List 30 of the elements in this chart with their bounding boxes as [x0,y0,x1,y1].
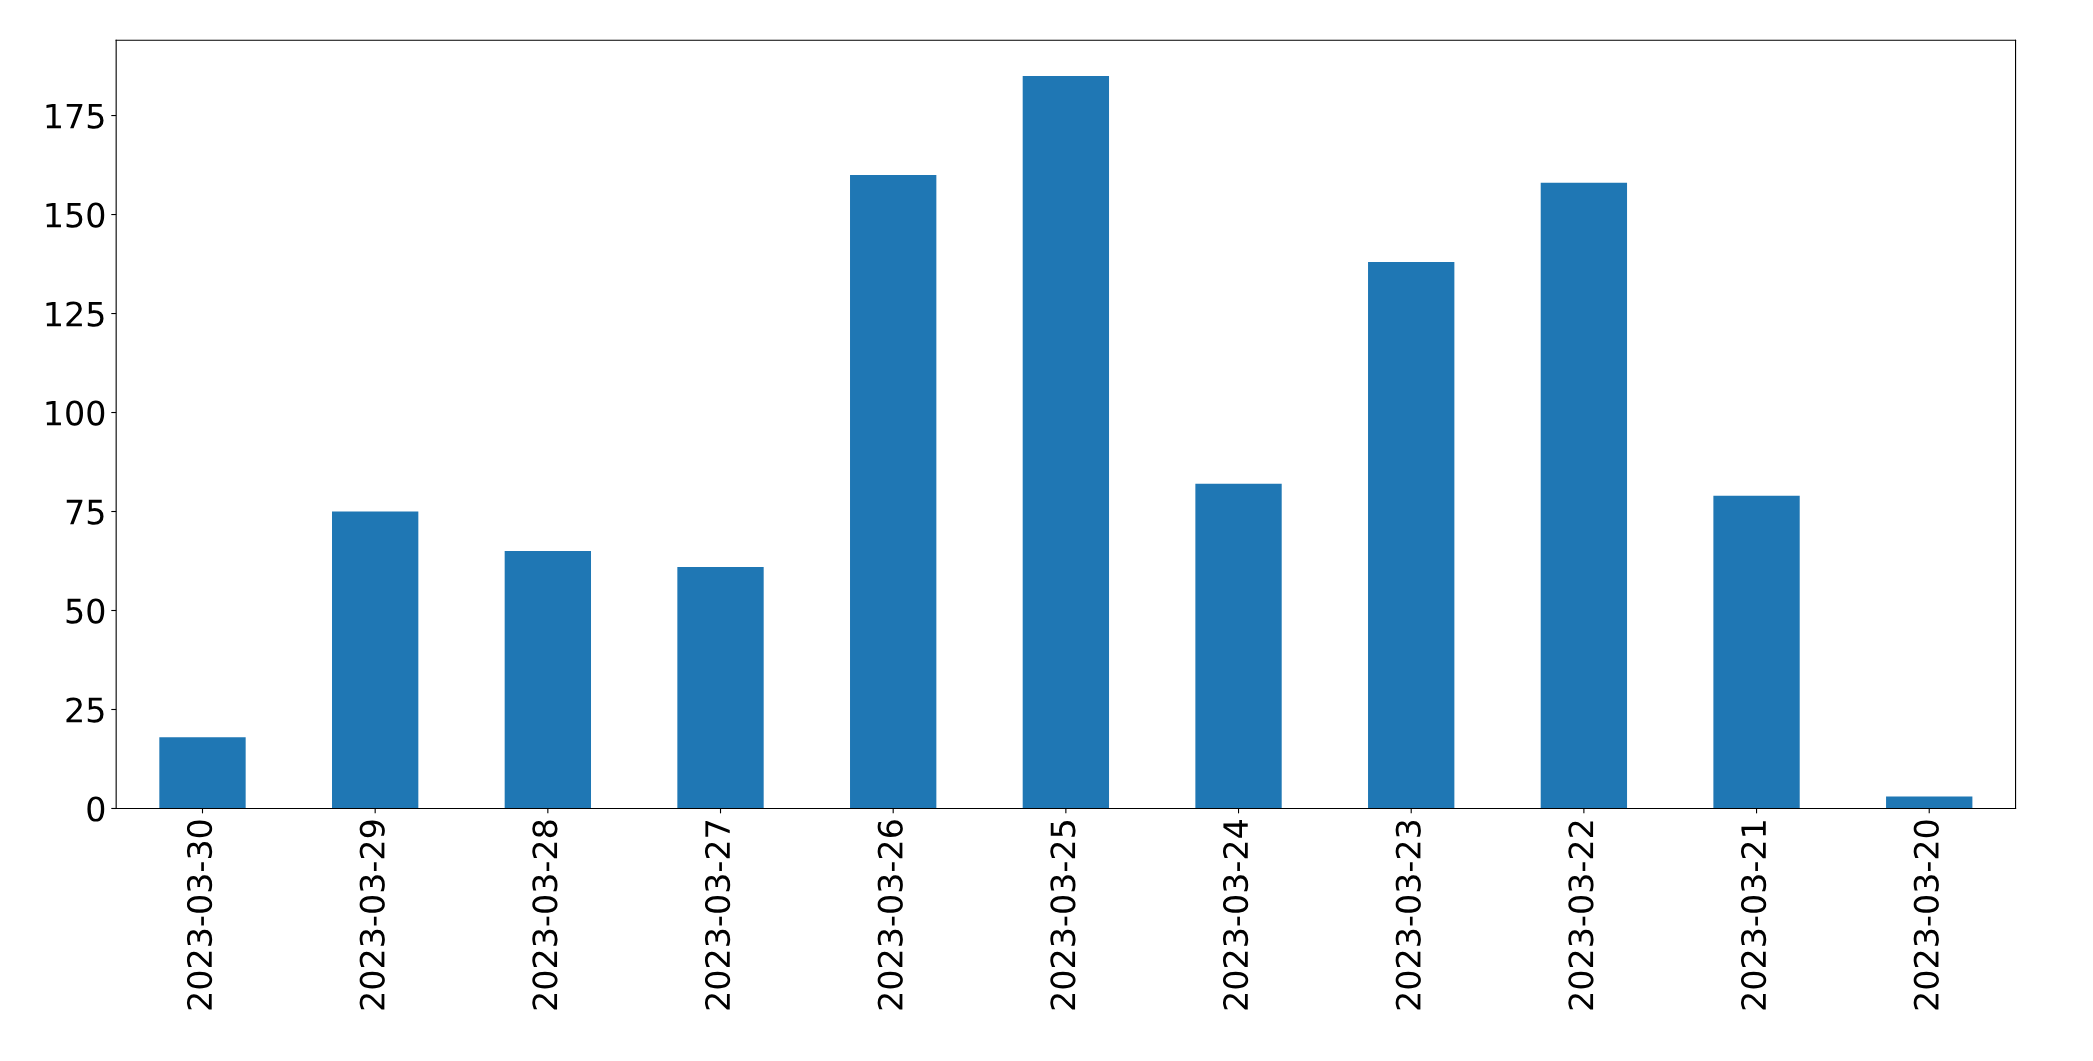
x-tick-label: 2023-03-25 [1050,821,1076,1010]
x-tick-label: 2023-03-26 [877,820,903,1010]
y-tick-label: 125 [46,301,104,327]
x-tick-label: 2023-03-28 [532,820,558,1010]
bar [1540,182,1628,809]
x-tick-label: 2023-03-23 [1395,820,1421,1010]
bar [677,566,764,809]
bar [1713,495,1800,809]
x-tick-label: 2023-03-30 [186,820,213,1010]
bar [504,551,592,809]
bar [1022,75,1110,809]
y-tick-label: 175 [46,103,104,129]
y-tick-label: 0 [87,796,105,822]
x-tick-label: 2023-03-27 [704,821,731,1010]
y-tick-label: 100 [46,400,105,426]
x-tick-label: 2023-03-29 [359,820,385,1010]
bar [159,737,246,809]
x-tick-label: 2023-03-22 [1568,821,1594,1010]
x-tick-label: 2023-03-24 [1222,820,1249,1010]
bar [1886,796,1973,809]
bar [850,174,937,809]
y-tick-label: 150 [46,202,105,228]
bar [1195,483,1282,809]
y-tick-label: 50 [66,598,105,624]
bar [332,511,419,809]
bar [1368,262,1455,809]
x-tick-label: 2023-03-20 [1913,820,1939,1010]
y-tick-label: 75 [66,499,104,525]
y-tick-label: 25 [66,697,104,723]
x-tick-label: 2023-03-21 [1741,821,1767,1010]
